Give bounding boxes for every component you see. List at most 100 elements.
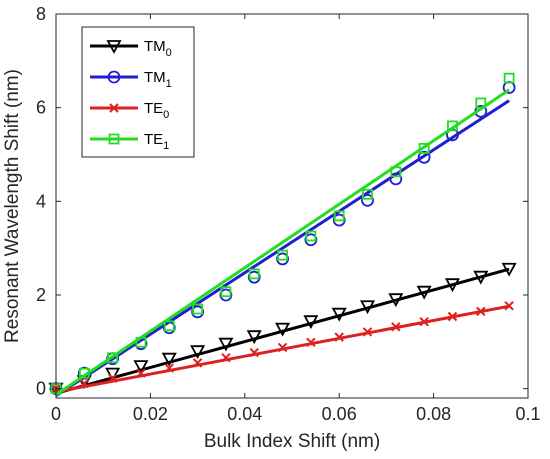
data-point — [504, 301, 514, 311]
data-point — [192, 303, 204, 315]
series-te0 — [51, 301, 514, 394]
legend-label: TM0 — [144, 38, 172, 59]
legend-label: TE1 — [144, 131, 169, 152]
data-point — [360, 300, 376, 315]
fit-line-te0 — [55, 304, 510, 394]
data-point — [388, 293, 404, 308]
data-point — [390, 166, 402, 178]
data-point — [247, 270, 261, 284]
legend-label-subscript: 0 — [166, 47, 172, 59]
series-layer — [48, 72, 517, 397]
data-point — [417, 150, 431, 164]
legend-item-te1: TE1 — [90, 131, 169, 152]
data-point — [190, 345, 206, 360]
data-point — [447, 311, 458, 322]
data-point — [391, 322, 401, 332]
data-point — [249, 347, 259, 358]
y-axis-title: Resonant Wavelength Shift (nm) — [2, 69, 23, 343]
data-point — [277, 342, 288, 353]
legend-item-tm1: TM1 — [90, 69, 172, 90]
data-point — [362, 327, 373, 337]
data-point — [276, 252, 289, 266]
legend-item-te0: TE0 — [90, 100, 169, 121]
data-point — [135, 336, 147, 348]
data-point — [361, 193, 374, 207]
y-tick-label: 4 — [36, 191, 46, 211]
data-point — [306, 337, 316, 347]
data-point — [418, 142, 430, 154]
legend-marker — [108, 133, 120, 145]
legend-marker — [107, 70, 121, 84]
data-point — [161, 352, 177, 367]
data-point — [473, 270, 489, 285]
series-tm1 — [49, 81, 516, 397]
data-point — [304, 233, 318, 247]
legend-label-main: TM — [144, 38, 166, 55]
data-point — [192, 358, 203, 368]
legend-label-main: TE — [144, 100, 163, 117]
data-point — [221, 353, 231, 363]
x-tick-label: 0 — [51, 404, 61, 424]
y-tick-label: 2 — [36, 285, 46, 305]
data-point — [362, 188, 373, 200]
x-tick-label: 0.1 — [515, 404, 540, 424]
data-point — [333, 210, 345, 222]
legend-label: TM1 — [144, 69, 172, 90]
data-point — [277, 249, 288, 261]
data-point — [107, 352, 119, 364]
fit-line-te1 — [55, 88, 510, 396]
data-point — [332, 213, 346, 227]
data-point — [334, 332, 344, 342]
fit-line-tm0 — [55, 267, 510, 395]
data-point — [389, 172, 403, 186]
data-point — [219, 288, 233, 302]
legend-label-subscript: 1 — [166, 78, 172, 90]
data-point — [220, 286, 232, 298]
series-tm0 — [48, 262, 517, 397]
data-point — [275, 322, 291, 337]
legend-item-tm0: TM0 — [90, 38, 172, 59]
data-point — [218, 337, 234, 352]
data-point — [444, 278, 460, 293]
x-tick-label: 0.02 — [133, 404, 168, 424]
data-point — [246, 330, 262, 345]
data-point — [133, 360, 149, 375]
plot-frame — [55, 13, 529, 399]
data-point — [476, 306, 486, 317]
y-tick-label: 0 — [36, 379, 46, 399]
x-tick-label: 0.08 — [416, 404, 451, 424]
legend-marker — [109, 103, 119, 113]
legend-label: TE0 — [144, 100, 169, 121]
data-point — [79, 378, 90, 389]
data-point — [503, 72, 515, 84]
legend-box — [81, 26, 195, 158]
data-point — [419, 316, 429, 327]
data-point — [303, 315, 319, 330]
x-tick-label: 0.06 — [322, 404, 357, 424]
y-tick-label: 8 — [36, 4, 46, 24]
data-point — [164, 363, 174, 373]
y-tick-label: 6 — [36, 98, 46, 118]
legend-marker — [106, 40, 122, 54]
data-point — [416, 285, 432, 300]
data-point — [78, 367, 90, 379]
legend-label-subscript: 1 — [163, 140, 169, 152]
legend-label-main: TE — [144, 131, 163, 148]
ticks-layer: 0 0.02 0.04 0.06 0.08 0.1 0 2 4 6 8 — [36, 4, 541, 424]
series-te1 — [50, 72, 515, 396]
x-tick-label: 0.04 — [227, 404, 262, 424]
data-point — [447, 120, 458, 132]
data-point — [475, 97, 487, 109]
legend-label-subscript: 0 — [163, 109, 169, 121]
data-point — [107, 373, 118, 384]
data-point — [331, 307, 347, 322]
x-axis-title: Bulk Index Shift (nm) — [204, 431, 380, 452]
data-point — [191, 305, 205, 319]
legend-label-main: TM — [144, 69, 166, 86]
data-point — [248, 268, 260, 280]
data-point — [163, 320, 175, 332]
data-point — [136, 368, 146, 378]
